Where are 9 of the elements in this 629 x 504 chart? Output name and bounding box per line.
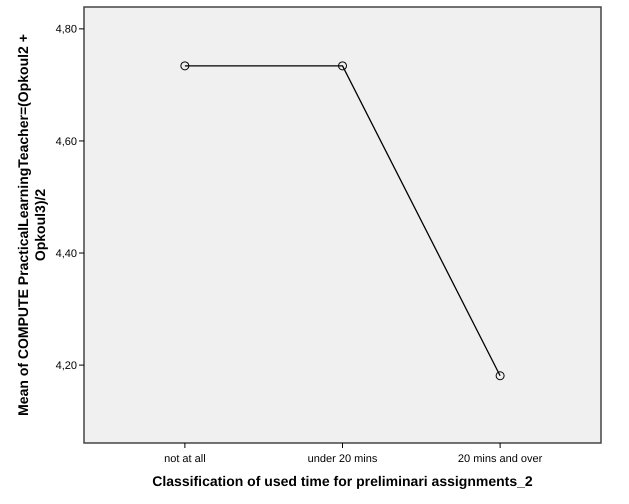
y-tick-label: 4,60 [56,136,77,148]
x-tick-label: not at all [164,453,206,465]
y-tick-label: 4,80 [56,24,77,36]
x-tick-label: under 20 mins [308,453,378,465]
y-tick-label: 4,40 [56,248,77,260]
x-axis-title: Classification of used time for preliminari assignments_2 [152,473,533,489]
x-tick-label: 20 mins and over [458,453,543,465]
y-tick-label: 4,20 [56,360,77,372]
y-axis-title: Mean of COMPUTE PracticalLearningTeacher=(Opkoul2 + Opkoul3)/2 [15,34,48,416]
